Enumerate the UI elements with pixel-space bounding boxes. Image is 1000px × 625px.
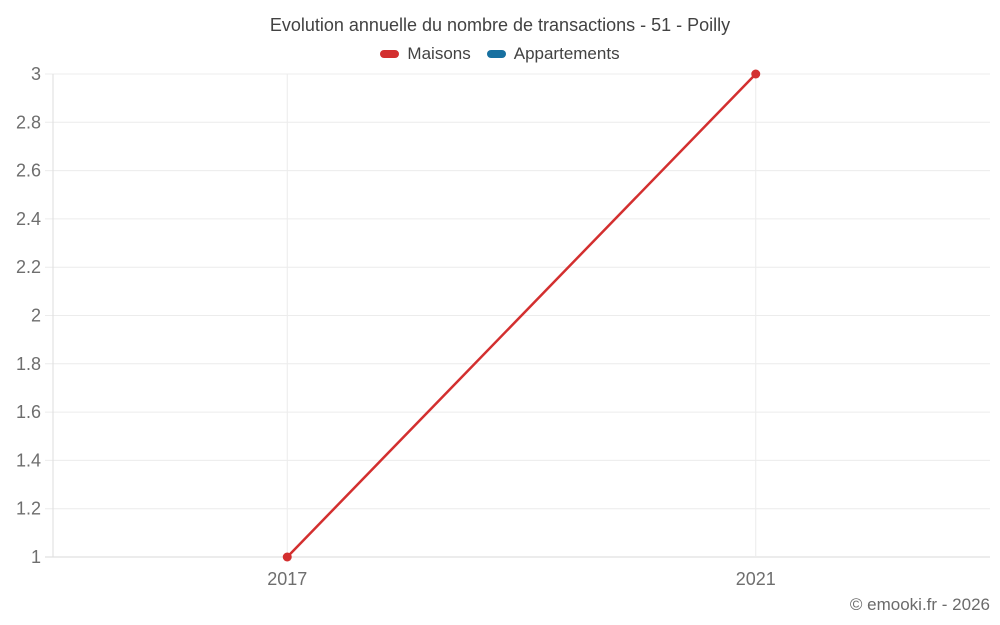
y-tick-label: 1.4: [16, 450, 41, 470]
x-tick-label: 2017: [267, 569, 307, 589]
y-tick-label: 2: [31, 306, 41, 326]
legend-swatch-appartements: [486, 50, 506, 58]
y-tick-label: 1.2: [16, 499, 41, 519]
legend-item-appartements[interactable]: Appartements: [486, 44, 620, 64]
chart-title: Evolution annuelle du nombre de transact…: [269, 15, 731, 35]
legend-swatch-maisons: [380, 50, 400, 58]
y-tick-label: 1.8: [16, 354, 41, 374]
y-tick-label: 2.2: [16, 257, 41, 277]
x-tick-label: 2021: [736, 569, 776, 589]
y-tick-label: 2.8: [16, 112, 41, 132]
y-tick-label: 2.4: [16, 209, 41, 229]
y-tick-label: 1.6: [16, 402, 41, 422]
data-point-maisons[interactable]: [751, 69, 761, 79]
y-tick-label: 2.6: [16, 161, 41, 181]
copyright-text: © emooki.fr - 2026: [849, 595, 990, 614]
chart-legend: Maisons Appartements: [0, 44, 1000, 64]
y-tick-label: 1: [31, 547, 41, 567]
legend-label-appartements: Appartements: [513, 44, 620, 63]
legend-label-maisons: Maisons: [407, 44, 471, 63]
y-tick-label: 3: [31, 64, 41, 84]
series-line-maisons: [286, 73, 757, 558]
data-point-maisons[interactable]: [282, 552, 292, 562]
legend-item-maisons[interactable]: Maisons: [380, 44, 471, 64]
